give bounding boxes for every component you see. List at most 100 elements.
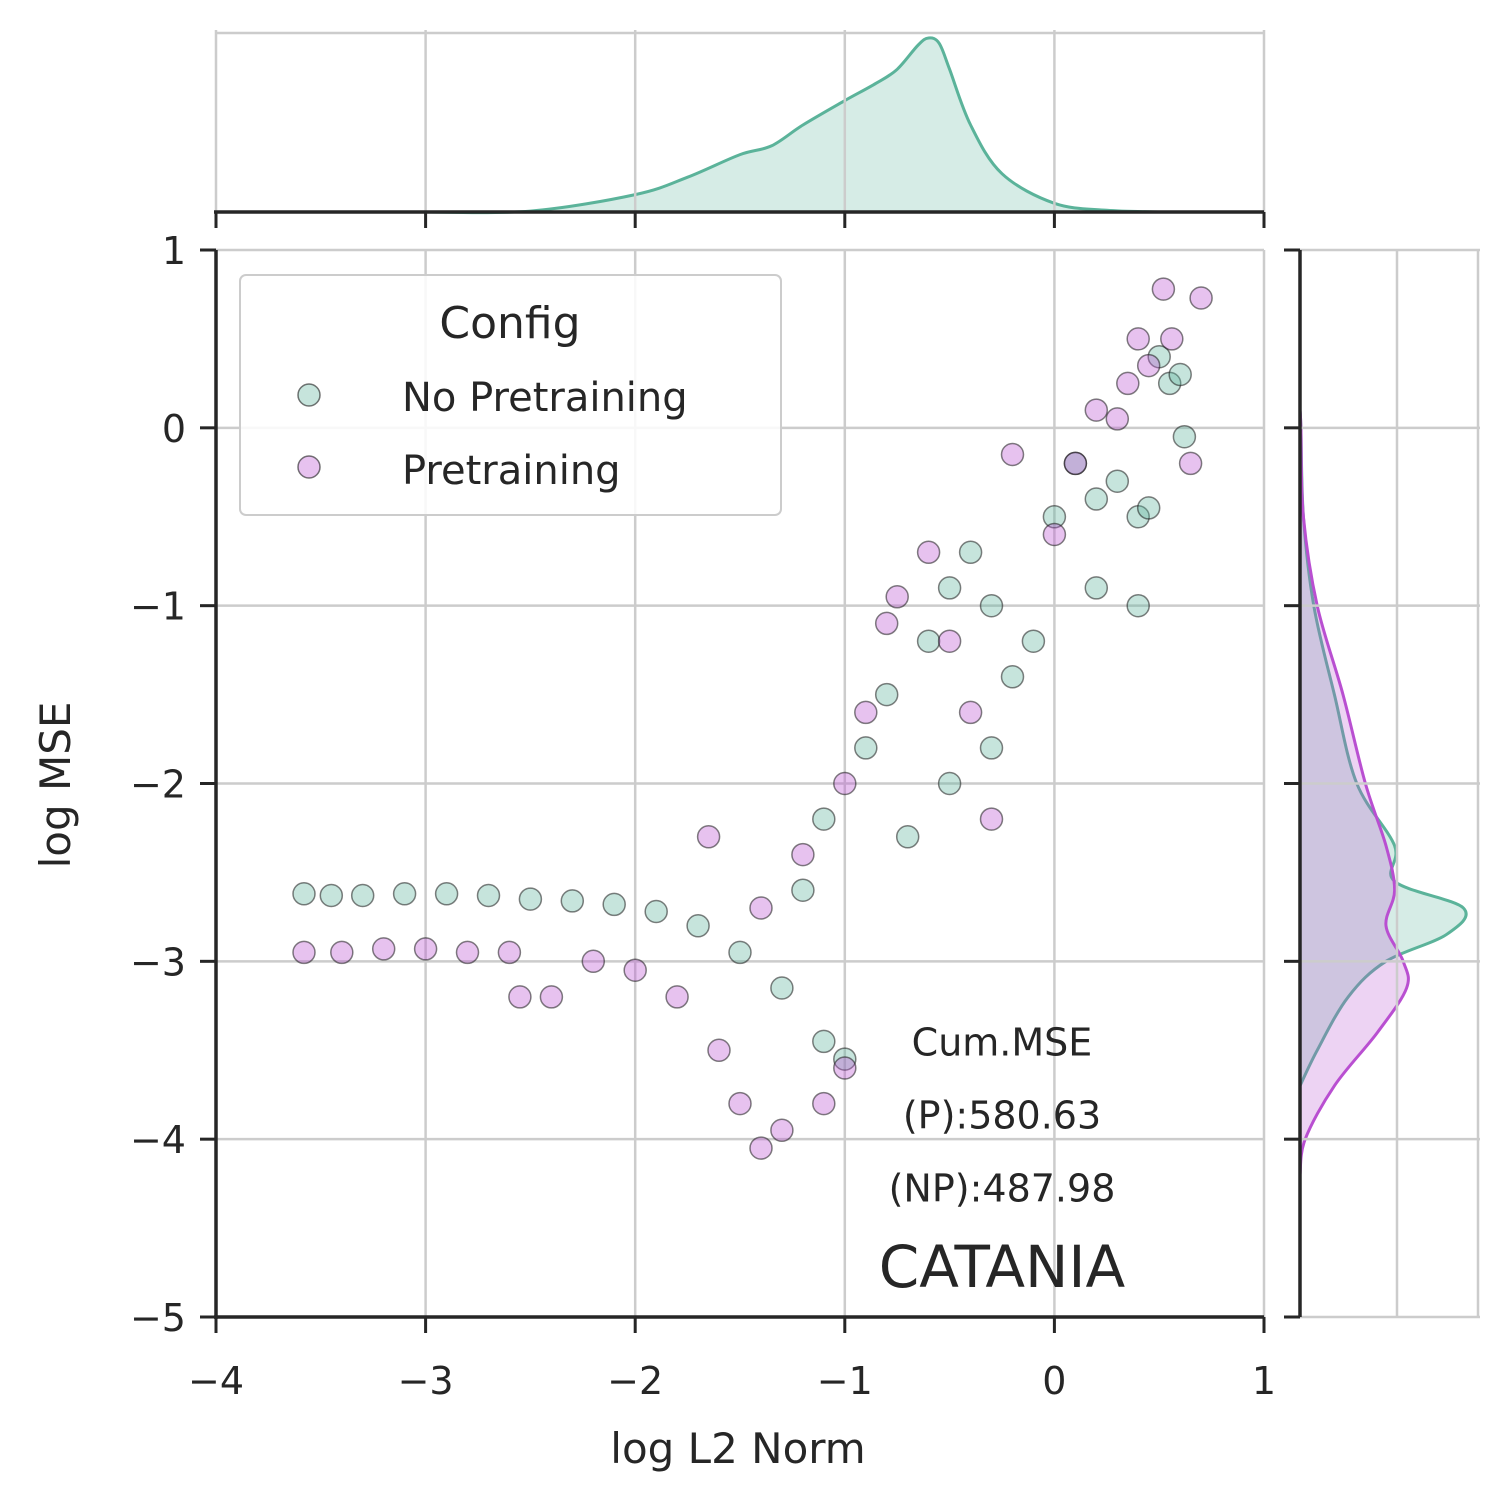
y-tick-label-5: −4 — [130, 1118, 186, 1162]
point-pretraining-39 — [979, 807, 1004, 831]
point-pretraining-17 — [696, 825, 721, 849]
annotation: Cum.MSE (P):580.63 (NP):487.98 CATANIA — [879, 1021, 1126, 1301]
x-tick-label-0: −4 — [188, 1359, 244, 1403]
x-tick-label-5: 1 — [1252, 1359, 1276, 1403]
point-pretraining-23 — [885, 585, 909, 609]
legend-marker-pretraining — [297, 455, 321, 479]
point-pretraining-6 — [508, 985, 532, 1009]
x-tick-label-4: 0 — [1042, 1359, 1066, 1403]
point-no-pretraining-11 — [728, 940, 752, 965]
y-tick-label-6: −5 — [130, 1296, 186, 1340]
point-no-pretraining-27 — [1084, 487, 1109, 511]
point-no-pretraining-34 — [1172, 424, 1197, 449]
point-no-pretraining-6 — [518, 887, 543, 911]
point-pretraining-28 — [1042, 522, 1067, 547]
annotation-line-2: (P):580.63 — [903, 1093, 1101, 1137]
point-no-pretraining-7 — [560, 889, 585, 913]
legend-title: Config — [439, 298, 580, 349]
point-pretraining-29 — [1063, 451, 1088, 476]
point-pretraining-9 — [623, 958, 647, 982]
annotation-line-1: Cum.MSE — [912, 1021, 1093, 1065]
point-pretraining-14 — [770, 1118, 794, 1143]
point-pretraining-2 — [371, 937, 396, 961]
point-no-pretraining-0 — [292, 882, 316, 906]
y-tick-label-3: −2 — [130, 763, 186, 807]
marginal-y-fill-no-pretraining — [1300, 410, 1467, 1086]
x-tick-label-3: −1 — [817, 1359, 873, 1403]
point-no-pretraining-5 — [476, 883, 501, 908]
annotation-line-3: (NP):487.98 — [889, 1166, 1116, 1210]
legend-label-pretraining: Pretraining — [402, 448, 621, 494]
point-no-pretraining-13 — [812, 1029, 836, 1054]
point-no-pretraining-38 — [1084, 576, 1109, 600]
point-pretraining-4 — [455, 940, 480, 965]
point-pretraining-25 — [937, 629, 962, 653]
point-pretraining-1 — [330, 940, 354, 965]
point-no-pretraining-35 — [895, 825, 920, 849]
point-no-pretraining-1 — [319, 883, 344, 908]
point-pretraining-8 — [581, 949, 606, 974]
point-no-pretraining-2 — [350, 883, 375, 908]
y-tick-label-0: 1 — [162, 229, 186, 273]
point-pretraining-22 — [874, 611, 899, 636]
point-pretraining-12 — [728, 1091, 752, 1116]
marginal-x-line — [425, 36, 1160, 215]
point-pretraining-20 — [833, 771, 857, 796]
point-pretraining-31 — [1105, 407, 1130, 431]
point-no-pretraining-18 — [874, 682, 899, 707]
point-no-pretraining-36 — [937, 771, 962, 796]
x-axis-label: log L2 Norm — [610, 1424, 865, 1473]
point-no-pretraining-17 — [854, 736, 878, 760]
tick-labels: −4 −3 −2 −1 0 110−1−2−3−4−5 — [130, 229, 1276, 1403]
point-pretraining-27 — [1000, 442, 1025, 467]
point-no-pretraining-28 — [1105, 469, 1130, 493]
point-pretraining-36 — [1160, 327, 1184, 351]
y-tick-label-2: −1 — [130, 585, 186, 629]
y-axis-label: log MSE — [31, 702, 80, 869]
legend-marker-no-pretraining — [297, 383, 321, 407]
point-no-pretraining-23 — [1000, 665, 1025, 689]
point-no-pretraining-12 — [770, 976, 794, 1000]
point-pretraining-3 — [413, 937, 438, 961]
point-pretraining-26 — [958, 700, 983, 725]
point-no-pretraining-25 — [1042, 505, 1067, 529]
grid-lines — [214, 30, 1480, 1319]
point-no-pretraining-9 — [644, 899, 668, 924]
point-no-pretraining-15 — [791, 878, 815, 902]
point-no-pretraining-39 — [1126, 593, 1150, 618]
point-pretraining-11 — [707, 1038, 731, 1063]
marginal-y-fill-pretraining — [1300, 410, 1409, 1175]
y-tick-label-4: −3 — [130, 940, 186, 984]
point-no-pretraining-24 — [1021, 629, 1046, 653]
point-pretraining-13 — [749, 1136, 773, 1160]
legend-label-no-pretraining: No Pretraining — [402, 375, 688, 421]
marginal-y-density — [1298, 410, 1468, 1175]
point-pretraining-7 — [539, 985, 564, 1009]
point-no-pretraining-16 — [812, 807, 836, 831]
point-pretraining-30 — [1084, 398, 1109, 422]
point-pretraining-35 — [1151, 277, 1176, 301]
point-pretraining-24 — [916, 540, 941, 565]
point-pretraining-5 — [497, 940, 522, 965]
point-no-pretraining-37 — [979, 736, 1004, 760]
point-pretraining-15 — [812, 1091, 836, 1116]
point-pretraining-37 — [1178, 451, 1203, 476]
marginal-x-fill — [425, 37, 1160, 213]
point-pretraining-16 — [833, 1056, 857, 1080]
point-pretraining-38 — [1189, 286, 1213, 310]
point-pretraining-10 — [665, 985, 689, 1009]
point-pretraining-33 — [1126, 327, 1150, 351]
point-pretraining-19 — [791, 842, 815, 867]
point-no-pretraining-30 — [1136, 496, 1161, 520]
point-no-pretraining-19 — [916, 629, 941, 653]
axes — [200, 210, 1302, 1333]
point-no-pretraining-14 — [833, 1047, 857, 1071]
point-pretraining-18 — [749, 896, 773, 920]
point-no-pretraining-3 — [392, 882, 417, 906]
point-no-pretraining-33 — [1168, 362, 1192, 387]
point-no-pretraining-4 — [434, 882, 459, 906]
point-no-pretraining-10 — [686, 914, 710, 938]
marginal-x-density — [425, 36, 1160, 215]
legend-box — [239, 274, 782, 516]
